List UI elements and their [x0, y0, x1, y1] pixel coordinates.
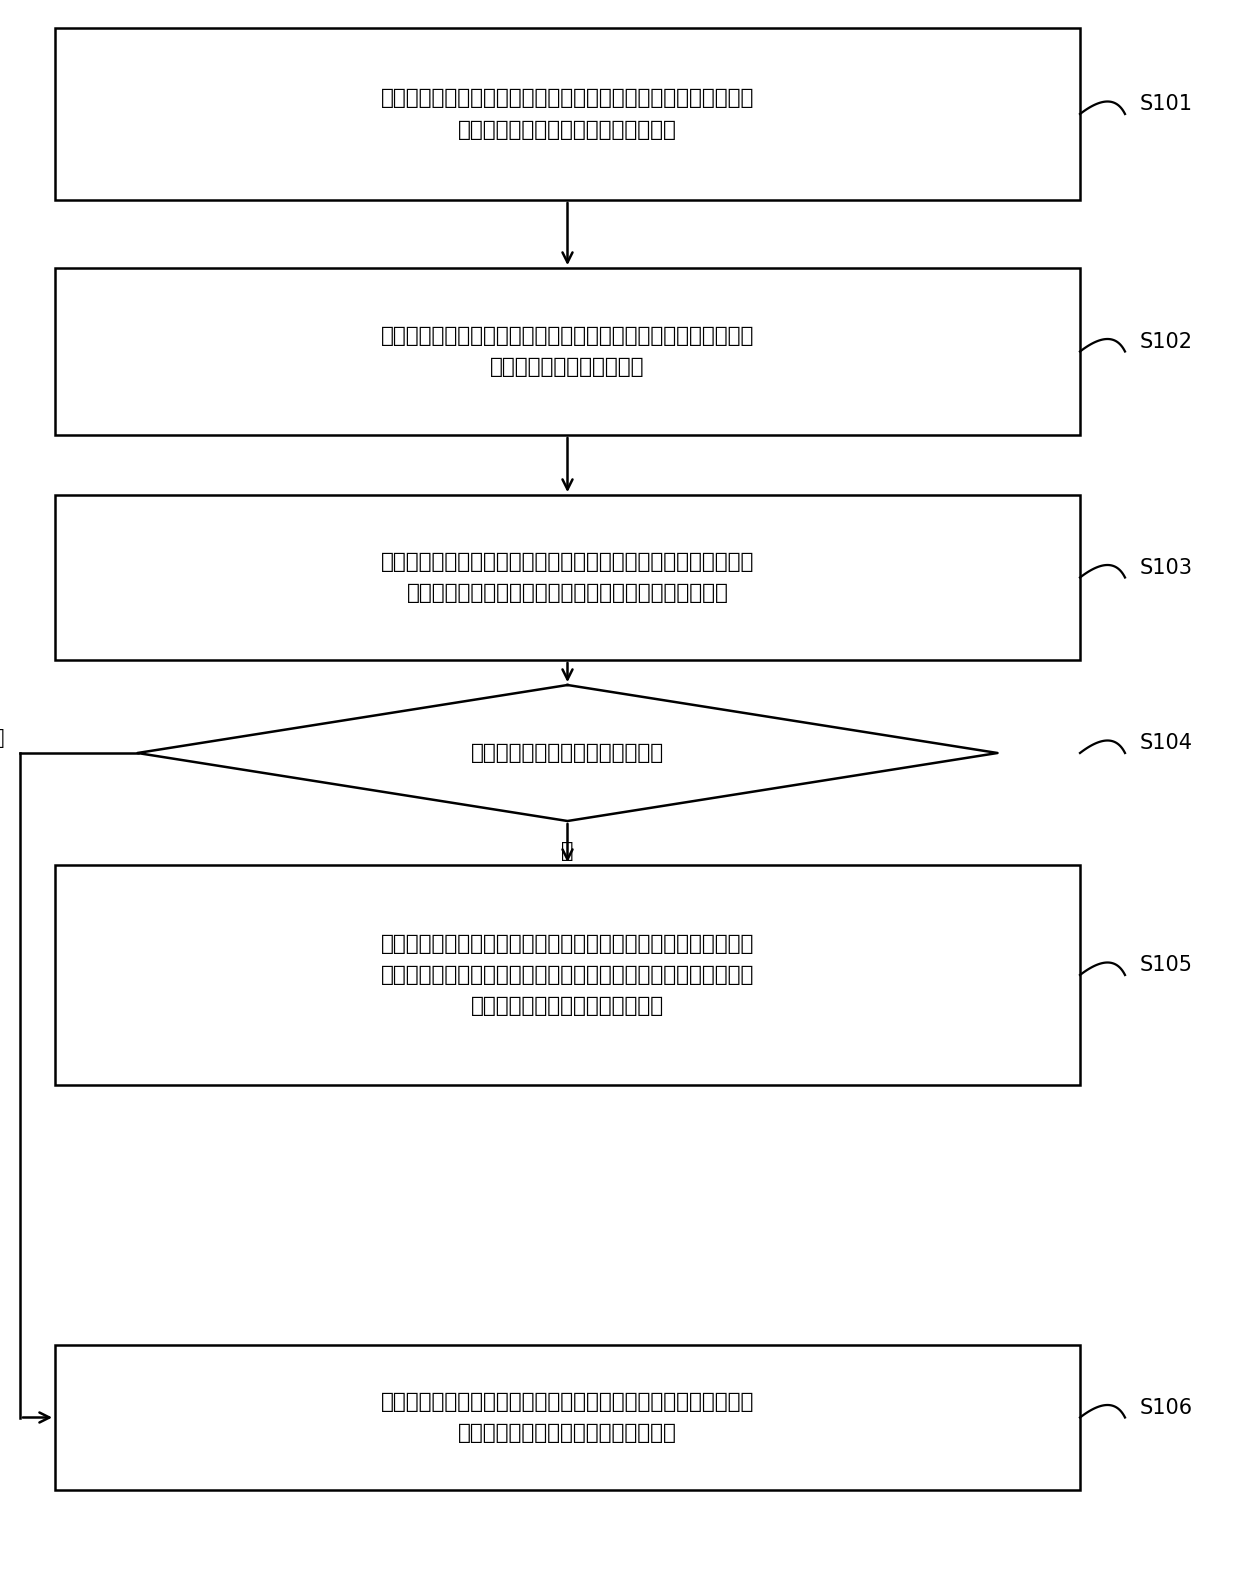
Text: 以所述指定部件的监测参数作为故障症状节点，建立基于动态贝叶
斯网络的故障原因推理模型: 以所述指定部件的监测参数作为故障症状节点，建立基于动态贝叶 斯网络的故障原因推理… — [381, 327, 754, 377]
Bar — [55, 865, 1080, 1085]
Text: S105: S105 — [1140, 955, 1193, 975]
Text: 在预测出所述指定部件当前的状态为正常时，根据预先建立的可靠
度预测模型预测所述指定部件的可靠性: 在预测出所述指定部件当前的状态为正常时，根据预先建立的可靠 度预测模型预测所述指… — [381, 1393, 754, 1443]
Text: 是: 是 — [0, 728, 4, 747]
Text: 实时获取所述指定部件的监测参数值，并将所述监测参数值输入至
所述故障原因推理模型，以预测所述指定部件当前的状态: 实时获取所述指定部件的监测参数值，并将所述监测参数值输入至 所述故障原因推理模型… — [381, 553, 754, 603]
Text: 在预测出所述指定部件当前的状态为异常时，根据所述指定部件当
前的异常状态更新所述可靠度预测模型，并根据更新后的可靠度预
测模型预测所述指定部件的可靠性: 在预测出所述指定部件当前的状态为异常时，根据所述指定部件当 前的异常状态更新所述… — [381, 934, 754, 1016]
Text: S101: S101 — [1140, 94, 1193, 115]
Text: S106: S106 — [1140, 1397, 1193, 1418]
Polygon shape — [138, 685, 997, 821]
Bar — [55, 28, 1080, 199]
Text: S103: S103 — [1140, 557, 1193, 578]
Text: S104: S104 — [1140, 733, 1193, 754]
Bar — [55, 495, 1080, 659]
Text: 所述指定部件当前的状态是否正常: 所述指定部件当前的状态是否正常 — [471, 743, 665, 763]
Text: S102: S102 — [1140, 331, 1193, 352]
Text: 基于威布尔分布拟合指定部件在自然退化状态下的失效率，并建立
基于动态贝叶斯网络的可靠度预测模型: 基于威布尔分布拟合指定部件在自然退化状态下的失效率，并建立 基于动态贝叶斯网络的… — [381, 88, 754, 140]
Bar — [55, 1345, 1080, 1490]
Bar — [55, 268, 1080, 435]
Text: 否: 否 — [562, 842, 574, 860]
